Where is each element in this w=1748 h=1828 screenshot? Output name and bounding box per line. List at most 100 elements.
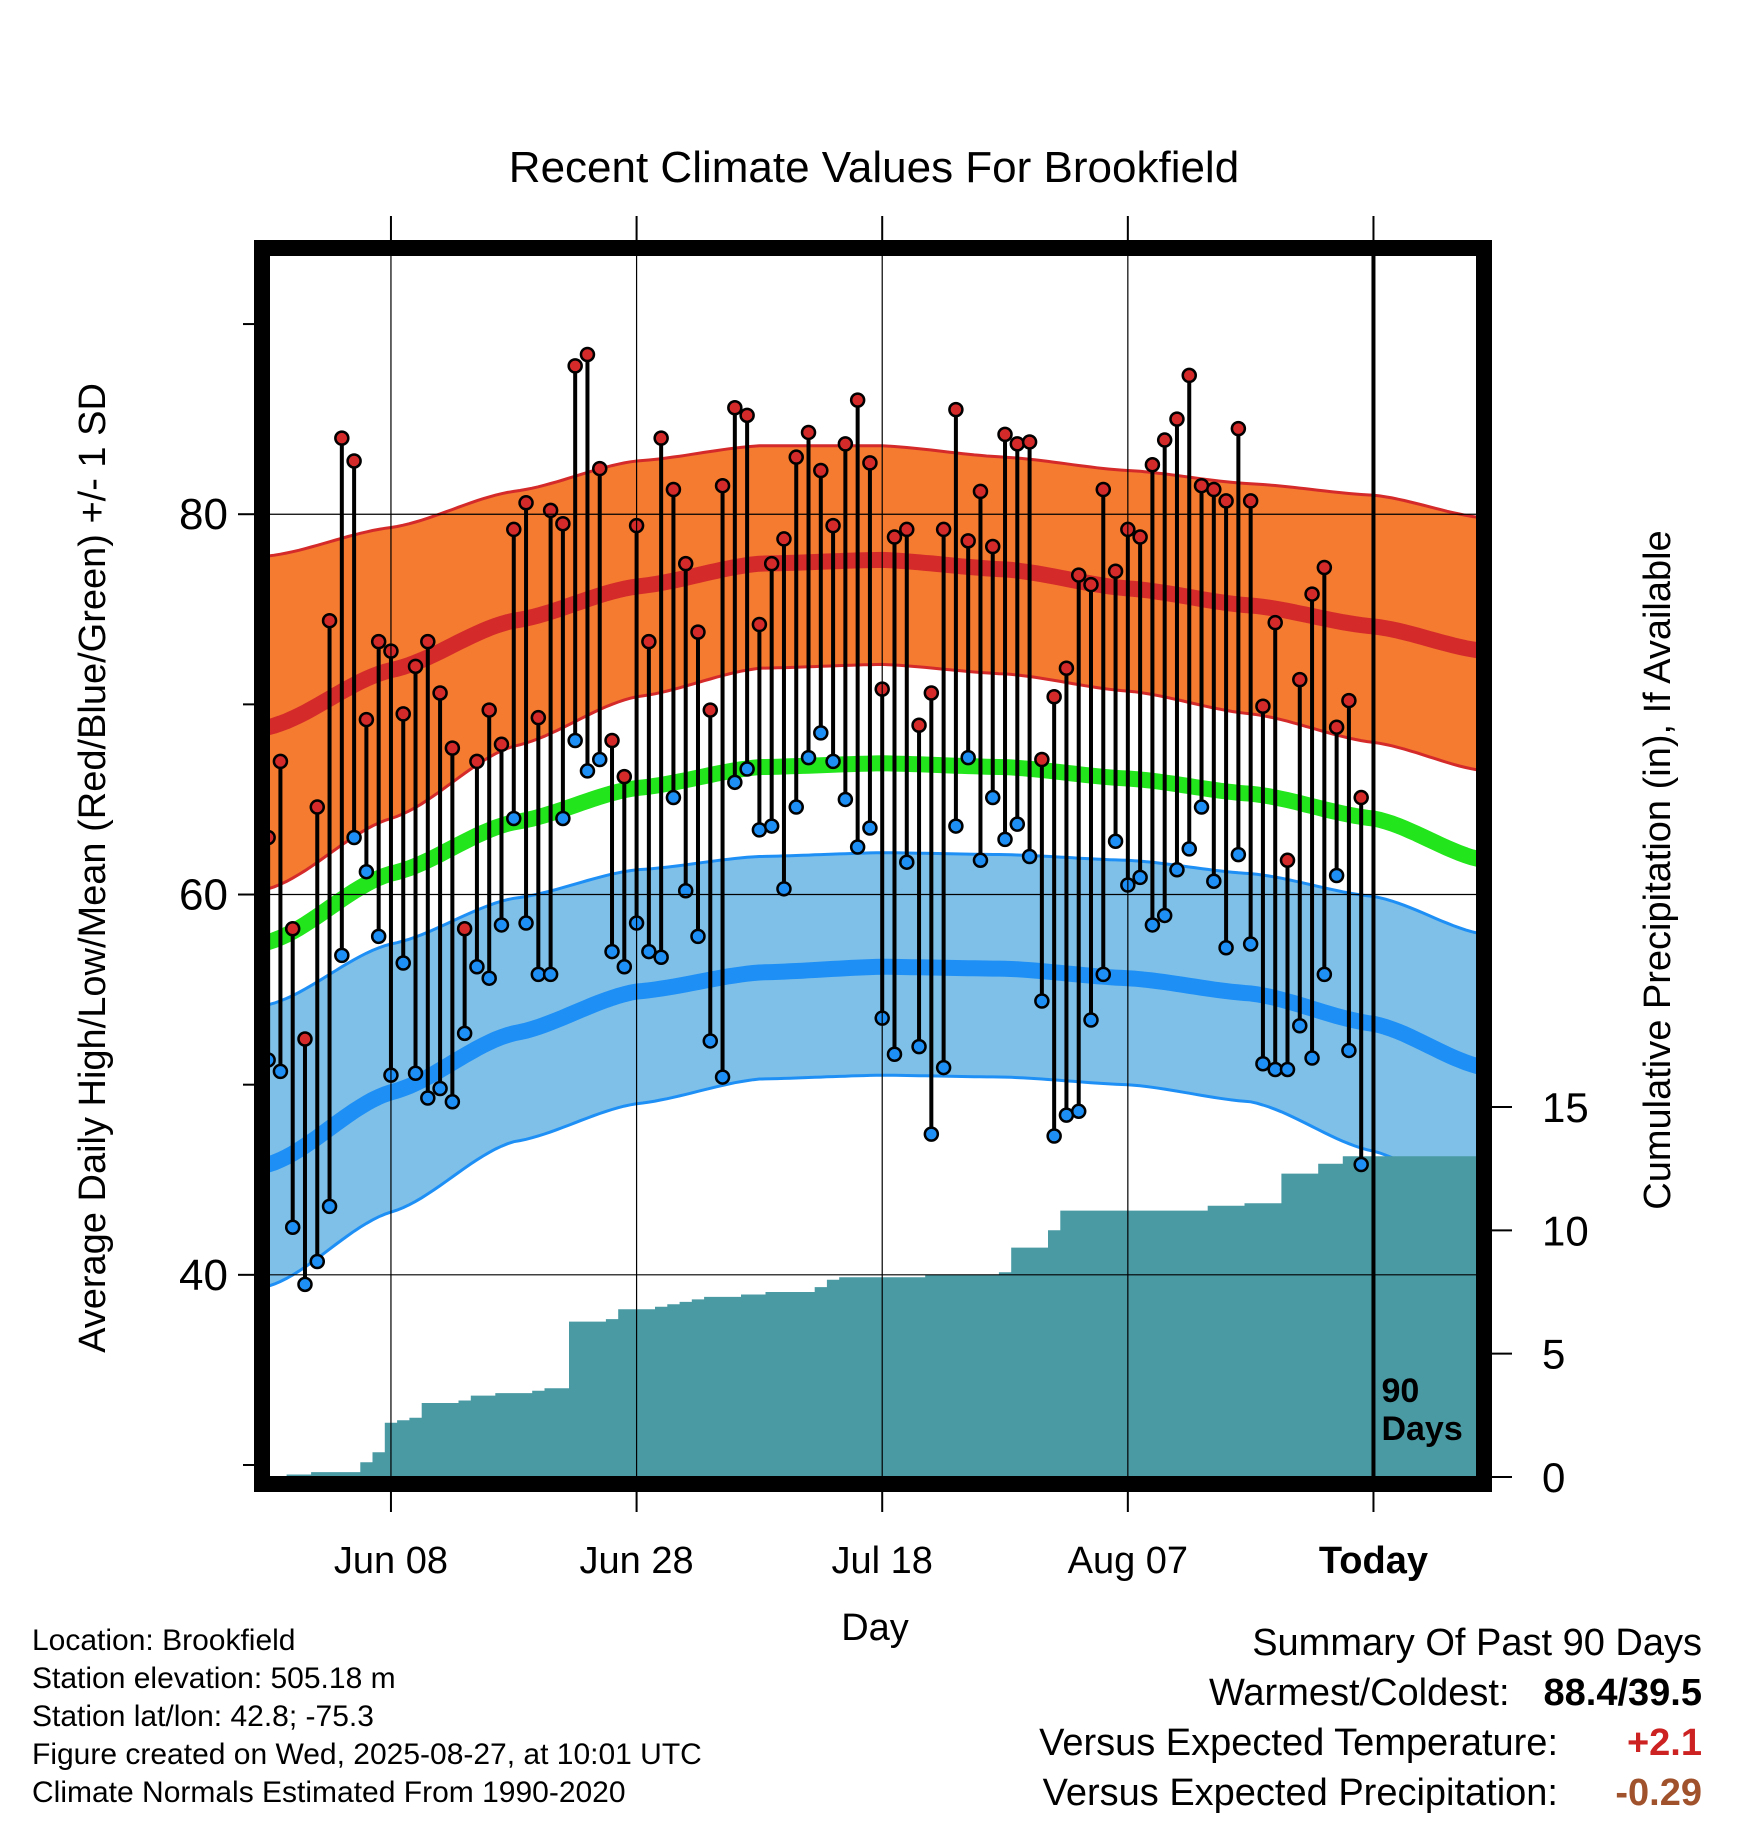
daily-high-point [788, 449, 804, 465]
daily-low-point [677, 882, 694, 899]
daily-low-point [591, 751, 608, 768]
warmest-coldest-label: Warmest/Coldest: [1208, 1672, 1510, 1714]
daily-low-point [297, 1276, 313, 1293]
y-axis-label: Average Daily High/Low/Mean (Red/Blue/Gr… [72, 383, 114, 1353]
daily-high-point [886, 529, 903, 545]
daily-low-point [321, 1198, 338, 1215]
daily-high-point [935, 521, 952, 538]
daily-low-point [788, 799, 804, 815]
daily-low-point [284, 1219, 301, 1236]
y2-tick-label: 15 [1542, 1084, 1589, 1131]
daily-high-point [1341, 692, 1357, 709]
daily-low-point [997, 831, 1013, 848]
daily-high-point [837, 436, 854, 452]
daily-high-point [555, 515, 571, 532]
daily-low-point [960, 749, 976, 766]
daily-low-point [1021, 848, 1038, 865]
daily-high-point [493, 736, 510, 753]
daily-low-point [1304, 1050, 1320, 1066]
y2-tick-label: 5 [1542, 1331, 1565, 1378]
daily-high-point [751, 616, 768, 633]
daily-high-point [776, 531, 792, 547]
daily-low-point [518, 915, 534, 931]
daily-low-point [1353, 1156, 1369, 1173]
daily-high-point [1230, 420, 1247, 437]
y-tick-label: 80 [179, 490, 228, 539]
daily-high-point [272, 753, 289, 770]
warmest-coldest-row: Warmest/Coldest: 88.4/39.5 [1039, 1668, 1702, 1718]
daily-low-point [616, 959, 633, 975]
daily-low-point [493, 917, 510, 933]
period-label-number: 90 [1381, 1372, 1419, 1410]
daily-high-point [1267, 614, 1283, 631]
daily-high-point [469, 753, 485, 770]
daily-high-point [1193, 477, 1210, 494]
created-text: Figure created on Wed, 2025-08-27, at 10… [32, 1738, 702, 1771]
normals-text: Climate Normals Estimated From 1990-2020 [32, 1776, 626, 1809]
daily-high-point [1242, 493, 1259, 509]
daily-high-point [739, 407, 755, 424]
plot-frame [254, 240, 1492, 1492]
daily-high-point [542, 502, 559, 519]
daily-high-point [1255, 698, 1271, 715]
daily-low-point [714, 1069, 731, 1085]
daily-low-point [813, 725, 829, 741]
daily-high-point [677, 555, 694, 572]
daily-low-point [641, 943, 657, 960]
daily-low-point [702, 1033, 719, 1049]
daily-low-point [1144, 917, 1161, 933]
daily-high-point [1304, 586, 1320, 602]
daily-low-point [370, 928, 387, 945]
daily-low-point [542, 966, 559, 983]
daily-high-point [407, 658, 424, 675]
daily-high-point [321, 612, 338, 629]
daily-low-point [555, 810, 571, 827]
daily-low-point [579, 763, 596, 779]
temp-vs-expected-label: Versus Expected Temperature: [1039, 1722, 1558, 1764]
daily-high-point [1021, 434, 1038, 450]
daily-high-point [849, 392, 866, 408]
daily-low-point [1341, 1042, 1357, 1059]
daily-high-point [591, 460, 608, 477]
daily-high-point [1034, 751, 1050, 768]
daily-low-point [899, 854, 915, 870]
daily-low-point [1070, 1103, 1087, 1120]
daily-low-point [1169, 862, 1185, 878]
daily-high-point [432, 685, 448, 701]
daily-low-point [1083, 1012, 1099, 1028]
latlon-text: Station lat/lon: 42.8; -75.3 [32, 1700, 374, 1733]
daily-low-point [604, 943, 620, 960]
y2-tick-label: 10 [1542, 1207, 1589, 1254]
low-upper-edge [262, 851, 1484, 1007]
daily-low-point [1230, 846, 1247, 863]
daily-high-point [579, 346, 596, 363]
y2-axis-label: Cumulative Precipitation (in), If Availa… [1637, 530, 1679, 1209]
daily-low-point [862, 820, 878, 836]
daily-low-point [1316, 966, 1333, 983]
daily-low-point [567, 732, 583, 749]
daily-low-point [444, 1094, 461, 1110]
daily-high-point [911, 717, 927, 734]
daily-high-point [334, 430, 350, 446]
daily-high-point [899, 521, 915, 538]
daily-low-point [1046, 1128, 1062, 1144]
daily-low-point [1156, 907, 1173, 924]
daily-high-point [763, 555, 780, 572]
precip-vs-expected-label: Versus Expected Precipitation: [1042, 1772, 1558, 1814]
daily-low-point [984, 789, 1001, 806]
daily-high-point [923, 685, 940, 701]
daily-high-point [1206, 481, 1222, 498]
daily-low-point [972, 852, 989, 869]
daily-high-point [481, 702, 497, 718]
daily-high-point [1292, 671, 1308, 688]
daily-low-point [1107, 833, 1124, 850]
daily-low-point [935, 1059, 952, 1076]
y2-tick-label: 0 [1542, 1454, 1565, 1501]
daily-low-point [1279, 1061, 1296, 1078]
daily-low-point [506, 810, 522, 827]
daily-high-point [456, 921, 473, 937]
daily-low-point [456, 1025, 473, 1042]
daily-high-point [518, 495, 534, 511]
daily-high-point [714, 477, 731, 494]
